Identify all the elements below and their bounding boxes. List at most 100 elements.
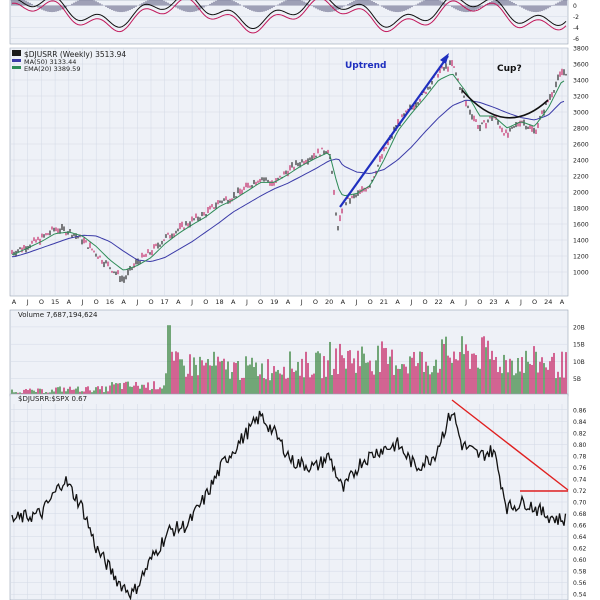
price-x-tick: 20 xyxy=(325,298,333,306)
price-x-tick: 18 xyxy=(215,298,223,306)
ratio-tick: 0.70 xyxy=(573,500,587,507)
price-x-tick: A xyxy=(67,298,72,306)
legend-swatch-price xyxy=(12,50,21,56)
volume-tick-labels: 20B 15B 10B 5B xyxy=(573,324,585,383)
ratio-tick: 0.84 xyxy=(573,419,587,426)
price-x-tick: J xyxy=(464,298,467,306)
price-y-tick: 3800 xyxy=(573,46,589,53)
ratio-tick: 0.62 xyxy=(573,546,587,553)
price-x-tick: O xyxy=(313,298,318,306)
price-y-tick: 2200 xyxy=(573,174,589,181)
macd-panel: 0 -2 -4 -6 xyxy=(9,0,579,45)
price-y-tick: 1800 xyxy=(573,206,589,213)
price-panel: 1000 1200 1400 1600 1800 2000 2200 2400 2600 2800… xyxy=(9,46,589,306)
price-x-tick: A xyxy=(286,298,291,306)
ema20-line xyxy=(11,73,565,271)
legend-title: $DJUSRR (Weekly) 3513.94 xyxy=(24,50,126,59)
price-y-tick: 2400 xyxy=(573,158,589,165)
ratio-panel: 0.86 0.84 0.82 0.80 0.78 0.76 0.74 0.72 0.70 0.68… xyxy=(9,393,587,600)
price-x-tick: O xyxy=(203,298,208,306)
price-x-tick: O xyxy=(94,298,99,306)
price-y-tick: 3400 xyxy=(573,78,589,85)
price-y-tick: 3200 xyxy=(573,94,589,101)
price-x-tick: 24 xyxy=(544,298,552,306)
price-x-tick: A xyxy=(505,298,510,306)
price-x-tick: A xyxy=(176,298,181,306)
annotation-cup: Cup? xyxy=(497,64,522,74)
price-x-tick-labels: A J O 15 A J O 16 A J O 17 A J O 18 A J O 19 A J O 20 A J O 21 A J O 22… xyxy=(12,298,565,306)
legend-ema20: EMA(20) 3389.59 xyxy=(24,65,80,73)
price-x-tick: A xyxy=(450,298,455,306)
ratio-line xyxy=(11,410,567,600)
price-x-tick: J xyxy=(135,298,138,306)
price-y-tick: 1200 xyxy=(573,254,589,261)
ratio-tick-labels: 0.86 0.84 0.82 0.80 0.78 0.76 0.74 0.72 0.70 0.68… xyxy=(573,407,587,598)
ratio-tick: 0.60 xyxy=(573,557,587,564)
volume-tick: 5B xyxy=(573,376,581,383)
uptrend-arrow-head xyxy=(440,53,449,64)
price-y-tick: 3600 xyxy=(573,62,589,69)
macd-lines xyxy=(11,0,567,34)
legend-ma50: MA(50) 3133.44 xyxy=(24,58,76,66)
price-y-tick: 3000 xyxy=(573,110,589,117)
price-x-tick: 15 xyxy=(51,298,59,306)
price-x-tick: J xyxy=(245,298,248,306)
price-legend: $DJUSRR (Weekly) 3513.94 MA(50) 3133.44 … xyxy=(12,50,126,73)
price-y-tick: 1000 xyxy=(573,270,589,277)
price-x-tick: O xyxy=(422,298,427,306)
price-y-tick: 1400 xyxy=(573,238,589,245)
cup-arc xyxy=(461,89,549,119)
price-x-tick: J xyxy=(519,298,522,306)
price-x-tick: J xyxy=(81,298,84,306)
volume-tick: 20B xyxy=(573,324,585,331)
ratio-tick: 0.66 xyxy=(573,523,587,530)
macd-tick-labels: 0 -2 -4 -6 xyxy=(573,3,579,43)
macd-tick: -6 xyxy=(573,36,579,43)
price-x-tick: O xyxy=(368,298,373,306)
ratio-gridlines xyxy=(10,404,568,600)
macd-signal-line xyxy=(11,0,567,34)
ratio-tick: 0.64 xyxy=(573,534,587,541)
ratio-tick: 0.72 xyxy=(573,488,587,495)
price-x-tick: 22 xyxy=(435,298,443,306)
price-x-tick: O xyxy=(532,298,537,306)
macd-tick: -2 xyxy=(573,14,579,21)
price-x-tick: J xyxy=(409,298,412,306)
price-x-tick: J xyxy=(190,298,193,306)
ratio-series xyxy=(11,410,567,600)
volume-panel: 20B 15B 10B 5B Volume 7,687,194,624 xyxy=(9,309,585,397)
ratio-tick: 0.58 xyxy=(573,569,587,576)
price-x-tick: A xyxy=(560,298,565,306)
ratio-tick: 0.56 xyxy=(573,580,587,587)
uptrend-arrow-line xyxy=(339,55,449,208)
volume-legend: Volume 7,687,194,624 xyxy=(18,311,98,319)
macd-panel-bg xyxy=(9,0,569,45)
ratio-tick: 0.78 xyxy=(573,453,587,460)
ratio-tick: 0.86 xyxy=(573,407,587,414)
macd-tick: 0 xyxy=(573,3,577,10)
volume-tick: 10B xyxy=(573,359,585,366)
price-x-tick: 21 xyxy=(380,298,388,306)
price-x-tick: A xyxy=(395,298,400,306)
ratio-downtrend-line xyxy=(451,399,569,491)
macd-line xyxy=(17,0,567,29)
ratio-tick: 0.74 xyxy=(573,476,587,483)
ratio-tick: 0.82 xyxy=(573,430,587,437)
annotation-uptrend: Uptrend xyxy=(345,61,386,71)
ratio-legend: $DJUSRR:$SPX 0.67 xyxy=(18,395,87,403)
price-y-tick: 2600 xyxy=(573,142,589,149)
price-x-tick: O xyxy=(39,298,44,306)
price-x-tick: O xyxy=(148,298,153,306)
ratio-tick: 0.54 xyxy=(573,592,587,599)
price-x-tick: J xyxy=(355,298,358,306)
volume-tick: 15B xyxy=(573,342,585,349)
price-x-tick: O xyxy=(258,298,263,306)
price-x-tick: A xyxy=(121,298,126,306)
price-x-tick: 16 xyxy=(106,298,114,306)
price-x-tick: A xyxy=(12,298,17,306)
price-x-tick: 17 xyxy=(161,298,169,306)
legend-swatch-ma50 xyxy=(12,59,21,62)
price-x-tick: A xyxy=(231,298,236,306)
ratio-tick: 0.76 xyxy=(573,465,587,472)
